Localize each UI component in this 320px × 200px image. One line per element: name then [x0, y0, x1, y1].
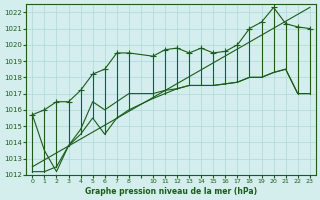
X-axis label: Graphe pression niveau de la mer (hPa): Graphe pression niveau de la mer (hPa): [85, 187, 257, 196]
